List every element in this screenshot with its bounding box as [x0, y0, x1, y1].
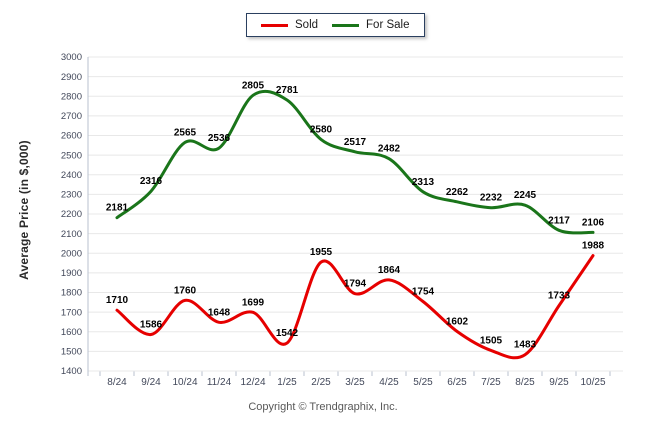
data-label: 1710: [106, 295, 129, 306]
data-label: 2580: [310, 124, 333, 135]
data-label: 2565: [174, 127, 197, 138]
data-label: 2781: [276, 85, 299, 96]
y-tick-label: 2000: [61, 248, 82, 259]
x-tick-label: 6/25: [447, 377, 467, 388]
x-tick-label: 3/25: [345, 377, 365, 388]
x-tick-label: 9/25: [549, 377, 569, 388]
x-tick-label: 8/24: [107, 377, 127, 388]
y-tick-label: 3000: [61, 52, 82, 63]
legend-label-sold: Sold: [295, 19, 319, 31]
y-tick-label: 1900: [61, 268, 82, 279]
data-label: 1505: [480, 335, 503, 346]
x-tick-label: 8/25: [515, 377, 535, 388]
y-axis-title: Average Price (in $,000): [17, 140, 31, 280]
y-tick-label: 2200: [61, 209, 82, 220]
y-tick-label: 2400: [61, 170, 82, 181]
legend: Sold For Sale: [246, 13, 425, 37]
data-label: 1586: [140, 320, 163, 331]
data-label: 2117: [548, 215, 570, 226]
y-tick-label: 2700: [61, 111, 82, 122]
legend-label-for-sale: For Sale: [366, 19, 410, 31]
y-tick-label: 2800: [61, 92, 82, 103]
data-label: 2181: [106, 203, 129, 214]
y-tick-label: 1700: [61, 307, 82, 318]
data-label: 1733: [548, 291, 571, 302]
data-label: 2536: [208, 133, 231, 144]
y-tick-label: 1400: [61, 366, 82, 377]
data-label: 2232: [480, 193, 503, 204]
data-label: 1760: [174, 285, 197, 296]
data-label: 2316: [140, 176, 163, 187]
x-tick-label: 1/25: [277, 377, 297, 388]
y-tick-label: 2500: [61, 150, 82, 161]
data-label: 1699: [242, 297, 265, 308]
data-label: 2313: [412, 177, 435, 188]
data-label: 2245: [514, 190, 537, 201]
data-label: 1864: [378, 265, 401, 276]
for-sale-line-swatch: [332, 23, 360, 27]
y-tick-label: 2300: [61, 190, 82, 201]
data-label: 1794: [344, 279, 367, 290]
y-tick-label: 2900: [61, 72, 82, 83]
for-sale-line: [115, 89, 595, 235]
data-label: 1988: [582, 241, 605, 252]
x-tick-label: 7/25: [481, 377, 501, 388]
y-tick-label: 2600: [61, 131, 82, 142]
data-label: 2805: [242, 80, 265, 91]
data-label: 1955: [310, 247, 333, 258]
x-tick-label: 10/25: [580, 377, 605, 388]
y-tick-label: 2100: [61, 229, 82, 240]
x-tick-label: 11/24: [207, 377, 232, 388]
data-label: 1648: [208, 307, 231, 318]
legend-item-sold: Sold: [261, 19, 318, 31]
data-label: 1542: [276, 328, 299, 339]
x-tick-label: 4/25: [379, 377, 399, 388]
data-label: 1754: [412, 287, 435, 298]
sold-line-swatch: [261, 23, 288, 27]
y-tick-label: 1500: [61, 347, 82, 358]
x-tick-label: 10/24: [172, 377, 197, 388]
data-label: 2106: [582, 217, 605, 228]
x-tick-label: 9/24: [141, 377, 161, 388]
y-tick-label: 1800: [61, 288, 82, 299]
data-label: 2262: [446, 187, 469, 198]
copyright-text: Copyright © Trendgraphix, Inc.: [248, 401, 398, 413]
x-tick-label: 5/25: [413, 377, 433, 388]
y-tick-label: 1600: [61, 327, 82, 338]
sold-line: [115, 254, 595, 360]
data-label: 1483: [514, 340, 537, 351]
legend-item-for-sale: For Sale: [332, 19, 410, 31]
data-label: 1602: [446, 316, 469, 327]
data-label: 2482: [378, 144, 401, 155]
x-tick-label: 2/25: [311, 377, 331, 388]
x-tick-label: 12/24: [240, 377, 265, 388]
data-label: 2517: [344, 137, 367, 148]
